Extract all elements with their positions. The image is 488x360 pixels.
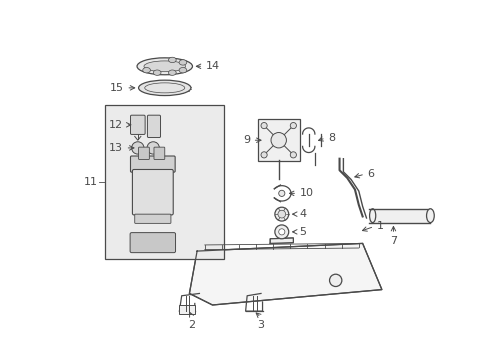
Circle shape (274, 207, 288, 221)
Text: 9: 9 (243, 135, 250, 145)
Circle shape (290, 152, 296, 158)
Circle shape (147, 142, 159, 154)
Circle shape (278, 229, 285, 235)
FancyBboxPatch shape (147, 115, 160, 138)
FancyBboxPatch shape (135, 214, 171, 223)
Polygon shape (179, 305, 194, 314)
FancyBboxPatch shape (257, 120, 299, 161)
Polygon shape (189, 243, 381, 305)
Ellipse shape (138, 80, 190, 95)
FancyBboxPatch shape (104, 105, 224, 259)
Polygon shape (270, 238, 293, 243)
Text: 2: 2 (188, 320, 195, 330)
Circle shape (261, 152, 266, 158)
FancyBboxPatch shape (130, 233, 175, 253)
Circle shape (278, 190, 285, 197)
Text: 1: 1 (376, 221, 383, 231)
FancyBboxPatch shape (138, 147, 149, 159)
Polygon shape (368, 209, 429, 222)
Text: 15: 15 (110, 83, 123, 93)
Circle shape (329, 274, 341, 287)
Text: 4: 4 (299, 209, 306, 219)
Ellipse shape (168, 70, 176, 75)
Circle shape (131, 142, 143, 154)
Circle shape (277, 210, 285, 218)
Text: 6: 6 (366, 169, 373, 179)
Ellipse shape (142, 67, 150, 73)
Circle shape (261, 122, 266, 129)
Ellipse shape (179, 60, 186, 65)
Circle shape (290, 122, 296, 129)
Text: 10: 10 (299, 188, 313, 198)
Circle shape (270, 132, 286, 148)
Circle shape (274, 225, 288, 239)
Text: 7: 7 (389, 237, 396, 247)
Ellipse shape (137, 58, 192, 75)
Ellipse shape (143, 61, 185, 72)
FancyBboxPatch shape (132, 170, 173, 215)
Ellipse shape (179, 67, 186, 73)
Text: 13: 13 (109, 143, 123, 153)
Ellipse shape (153, 70, 161, 75)
Text: 11: 11 (83, 177, 98, 187)
Text: 14: 14 (205, 61, 219, 71)
Text: 3: 3 (257, 320, 264, 330)
Ellipse shape (168, 57, 176, 63)
Text: 8: 8 (327, 133, 334, 143)
FancyBboxPatch shape (154, 147, 164, 159)
FancyBboxPatch shape (130, 115, 145, 134)
Text: 5: 5 (299, 227, 306, 237)
Ellipse shape (426, 209, 433, 222)
FancyBboxPatch shape (130, 156, 175, 172)
Text: 12: 12 (109, 120, 123, 130)
